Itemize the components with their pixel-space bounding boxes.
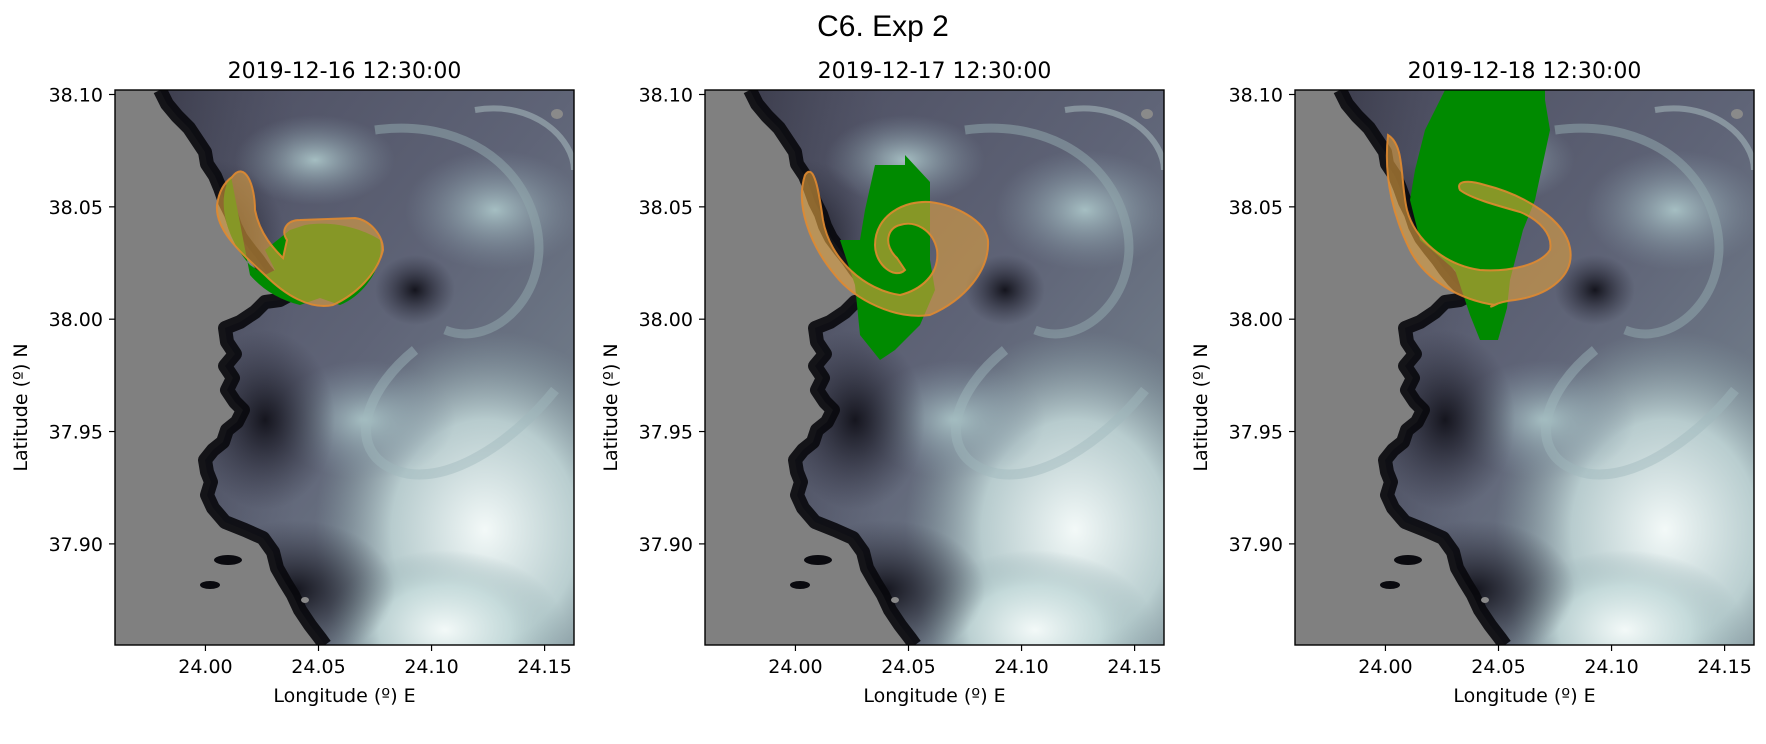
x-tick-label: 24.05 — [881, 656, 935, 678]
x-tick-label: 24.10 — [994, 656, 1048, 678]
y-tick-label: 38.05 — [639, 197, 693, 219]
x-tick-label: 24.00 — [768, 656, 822, 678]
x-tick-label: 24.15 — [1107, 656, 1161, 678]
y-tick-label: 37.90 — [639, 534, 693, 556]
x-axis-label: Longitude (º) E — [863, 685, 1005, 707]
y-axis-label: Latitude (º) N — [10, 343, 32, 471]
x-tick-label: 24.10 — [404, 656, 458, 678]
x-tick-label: 24.00 — [178, 656, 232, 678]
map-panel-2: 2019-12-17 12:30:00 — [704, 59, 1165, 646]
y-tick-label: 38.05 — [49, 197, 103, 219]
panel-3-title: 2019-12-18 12:30:00 — [1408, 59, 1642, 84]
panel-1-title: 2019-12-16 12:30:00 — [228, 59, 462, 84]
map-panel-3: 2019-12-18 12:30:00 — [1294, 59, 1755, 646]
y-tick-label: 38.10 — [639, 84, 693, 106]
x-axis-label: Longitude (º) E — [273, 685, 415, 707]
x-tick-label: 24.00 — [1358, 656, 1412, 678]
y-tick-label: 38.00 — [639, 309, 693, 331]
y-tick-label: 37.90 — [1229, 534, 1283, 556]
x-tick-label: 24.05 — [1471, 656, 1525, 678]
y-tick-label: 38.05 — [1229, 197, 1283, 219]
x-tick-label: 24.15 — [1697, 656, 1751, 678]
axes-panel-2: 24.00 24.05 24.10 24.15 38.10 38.05 38.00 37.95… — [600, 84, 1162, 707]
orange-patch — [800, 170, 990, 317]
panel-2-title: 2019-12-17 12:30:00 — [818, 59, 1052, 84]
panel-2-frame — [704, 89, 1165, 646]
y-axis-label: Latitude (º) N — [1190, 343, 1212, 471]
x-tick-label: 24.05 — [291, 656, 345, 678]
y-tick-label: 37.95 — [639, 422, 693, 444]
x-tick-label: 24.15 — [517, 656, 571, 678]
x-tick-label: 24.10 — [1584, 656, 1638, 678]
green-region — [1410, 90, 1550, 340]
map-panel-1: 2019-12-16 12:30:00 — [114, 59, 575, 646]
y-axis-label: Latitude (º) N — [600, 343, 622, 471]
y-tick-label: 37.95 — [1229, 422, 1283, 444]
x-axis-label: Longitude (º) E — [1453, 685, 1595, 707]
panel-3-frame — [1294, 89, 1755, 646]
y-tick-label: 37.90 — [49, 534, 103, 556]
y-tick-label: 38.00 — [49, 309, 103, 331]
axes-panel-3: 24.00 24.05 24.10 24.15 38.10 38.05 38.00 37.95… — [1190, 84, 1752, 707]
orange-patch — [1385, 133, 1572, 308]
y-tick-label: 38.10 — [49, 84, 103, 106]
figure-title: C6. Exp 2 — [817, 10, 949, 43]
y-tick-label: 38.10 — [1229, 84, 1283, 106]
y-tick-label: 37.95 — [49, 422, 103, 444]
axes-panel-1: 24.00 24.05 24.10 24.15 38.10 38.05 38.00 37.95… — [10, 84, 572, 707]
axes-layer: 24.00 24.05 24.10 24.15 38.10 38.05 38.00 37.95… — [10, 84, 1752, 707]
orange-patch — [215, 170, 385, 307]
panel-1-frame — [114, 89, 575, 646]
y-tick-label: 38.00 — [1229, 309, 1283, 331]
